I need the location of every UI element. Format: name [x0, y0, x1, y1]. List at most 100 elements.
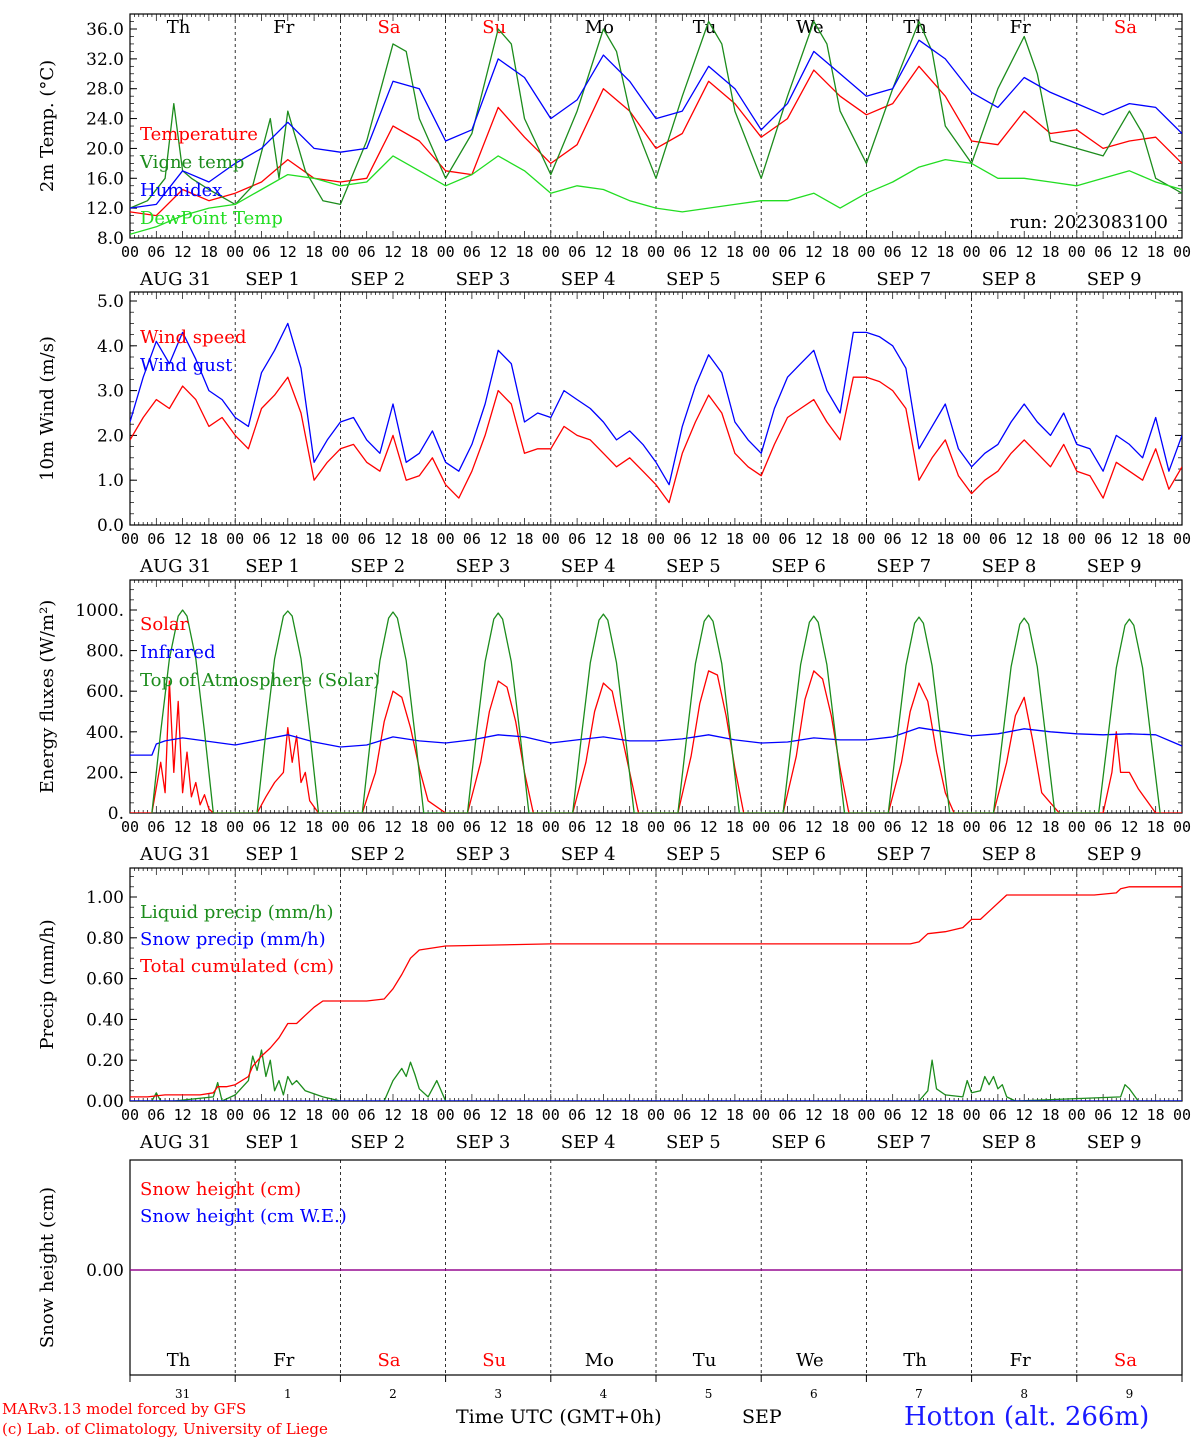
- hour-tick-label: 06: [673, 1106, 691, 1124]
- hour-tick-label: 18: [1041, 243, 1059, 261]
- hour-tick-label: 12: [489, 1106, 507, 1124]
- hour-tick-label: 12: [805, 818, 823, 836]
- time-axis-label: Time UTC (GMT+0h): [456, 1406, 662, 1428]
- hour-tick-label: 12: [279, 1106, 297, 1124]
- panel-flux: 0. 200. 400. 600. 800. 1000. Energy fluxes (W/…: [37, 579, 1191, 865]
- legend-entry: Humidex: [140, 180, 222, 201]
- y-tick-label: 400.: [86, 723, 124, 743]
- hour-tick-label: 12: [174, 818, 192, 836]
- hour-tick-label: 06: [884, 1106, 902, 1124]
- hour-tick-label: 00: [437, 818, 455, 836]
- y-tick-label: 24.0: [86, 110, 124, 130]
- hour-tick-label: 06: [463, 243, 481, 261]
- hour-tick-label: 12: [1120, 243, 1138, 261]
- hour-tick-label: 18: [1041, 818, 1059, 836]
- hour-tick-label: 18: [726, 243, 744, 261]
- hour-tick-label: 12: [1015, 818, 1033, 836]
- hour-tick-label: 12: [489, 530, 507, 548]
- series-line-infrared: [130, 727, 1182, 756]
- hour-tick-label: 06: [358, 818, 376, 836]
- lab-credit: (c) Lab. of Climatology, University of L…: [2, 1420, 328, 1438]
- series-line-wind-speed: [130, 376, 1182, 504]
- weekday-label: Mo: [585, 17, 614, 38]
- y-axis-label: Energy fluxes (W/m²): [37, 600, 58, 794]
- day-number: 8: [1020, 1387, 1028, 1401]
- hour-tick-label: 06: [778, 530, 796, 548]
- hour-tick-label: 00: [647, 1106, 665, 1124]
- hour-tick-label: 18: [1147, 243, 1165, 261]
- legend-entry: Total cumulated (cm): [140, 956, 334, 977]
- hour-tick-label: 12: [384, 530, 402, 548]
- panel-temp: 8.0 12.0 16.0 20.0 24.0 28.0 32.0 36.0 2m Temp. …: [37, 13, 1191, 290]
- hour-tick-label: 06: [1094, 818, 1112, 836]
- hour-tick-label: 00: [963, 243, 981, 261]
- hour-tick-label: 18: [200, 1106, 218, 1124]
- hour-tick-label: 18: [515, 530, 533, 548]
- hour-tick-label: 06: [1094, 243, 1112, 261]
- y-tick-label: 0.00: [86, 1092, 124, 1112]
- hour-tick-label: 12: [489, 818, 507, 836]
- y-tick-label: 3.0: [97, 382, 124, 402]
- y-tick-label: 1.0: [97, 471, 124, 491]
- legend-entry: Wind gust: [140, 355, 233, 376]
- date-label: SEP 8: [982, 269, 1037, 290]
- date-label: SEP 6: [771, 556, 826, 577]
- weekday-label: Th: [903, 17, 927, 38]
- hour-tick-label: 12: [1015, 530, 1033, 548]
- series-line-solar: [130, 670, 1182, 813]
- weekday-label: Th: [167, 17, 191, 38]
- hour-tick-label: 18: [726, 1106, 744, 1124]
- date-label: SEP 1: [245, 269, 300, 290]
- hour-tick-label: 12: [489, 243, 507, 261]
- weekday-label: Th: [167, 1350, 191, 1371]
- panel-snow: 0.00 Snow height (cm) Th Fr Sa Su Mo Tu We Th Fr Sa…: [37, 1159, 1183, 1401]
- day-number: 9: [1126, 1387, 1134, 1401]
- y-tick-label: 800.: [86, 642, 124, 662]
- station-name: Hotton (alt. 266m): [904, 1402, 1150, 1432]
- hour-tick-label: 18: [621, 530, 639, 548]
- legend-entry: Liquid precip (mm/h): [140, 902, 334, 923]
- series-line-humidex: [130, 39, 1182, 209]
- hour-tick-label: 12: [910, 243, 928, 261]
- hour-tick-label: 06: [1094, 1106, 1112, 1124]
- date-label: SEP 7: [876, 556, 931, 577]
- legend-entry: Snow height (cm): [140, 1179, 301, 1200]
- hour-tick-label: 12: [594, 1106, 612, 1124]
- hour-tick-label: 18: [621, 818, 639, 836]
- y-axis-label: 2m Temp. (°C): [37, 60, 58, 192]
- hour-tick-label: 00: [542, 530, 560, 548]
- hour-tick-label: 18: [410, 530, 428, 548]
- month-label: SEP: [742, 1406, 782, 1428]
- date-label: SEP 3: [456, 269, 511, 290]
- hour-tick-label: 18: [200, 818, 218, 836]
- date-label: SEP 1: [245, 1132, 300, 1153]
- hour-tick-label: 12: [1015, 243, 1033, 261]
- date-label: AUG 31: [139, 1132, 211, 1153]
- hour-tick-label: 18: [831, 243, 849, 261]
- date-label: SEP 5: [666, 269, 721, 290]
- weekday-label: Sa: [1114, 1350, 1137, 1371]
- hour-tick-label: 00: [857, 1106, 875, 1124]
- day-number: 2: [389, 1387, 397, 1401]
- hour-tick-label: 18: [621, 1106, 639, 1124]
- hour-tick-label: 06: [884, 818, 902, 836]
- hour-tick-label: 00: [121, 243, 139, 261]
- hour-tick-label: 06: [358, 1106, 376, 1124]
- hour-tick-label: 06: [778, 243, 796, 261]
- y-tick-label: 200.: [86, 763, 124, 783]
- hour-tick-label: 18: [1147, 530, 1165, 548]
- hour-tick-label: 18: [305, 243, 323, 261]
- date-label: SEP 8: [982, 556, 1037, 577]
- weekday-label: Sa: [377, 17, 400, 38]
- y-axis-label: 10m Wind (m/s): [37, 336, 58, 481]
- date-label: SEP 1: [245, 844, 300, 865]
- hour-tick-label: 00: [752, 530, 770, 548]
- series-group: [130, 886, 1182, 1101]
- hour-tick-label: 06: [989, 530, 1007, 548]
- date-label: SEP 5: [666, 556, 721, 577]
- date-label: SEP 7: [876, 1132, 931, 1153]
- hour-tick-label: 00: [331, 1106, 349, 1124]
- hour-tick-label: 06: [358, 530, 376, 548]
- y-tick-label: 0.60: [86, 970, 124, 990]
- hour-tick-label: 12: [910, 818, 928, 836]
